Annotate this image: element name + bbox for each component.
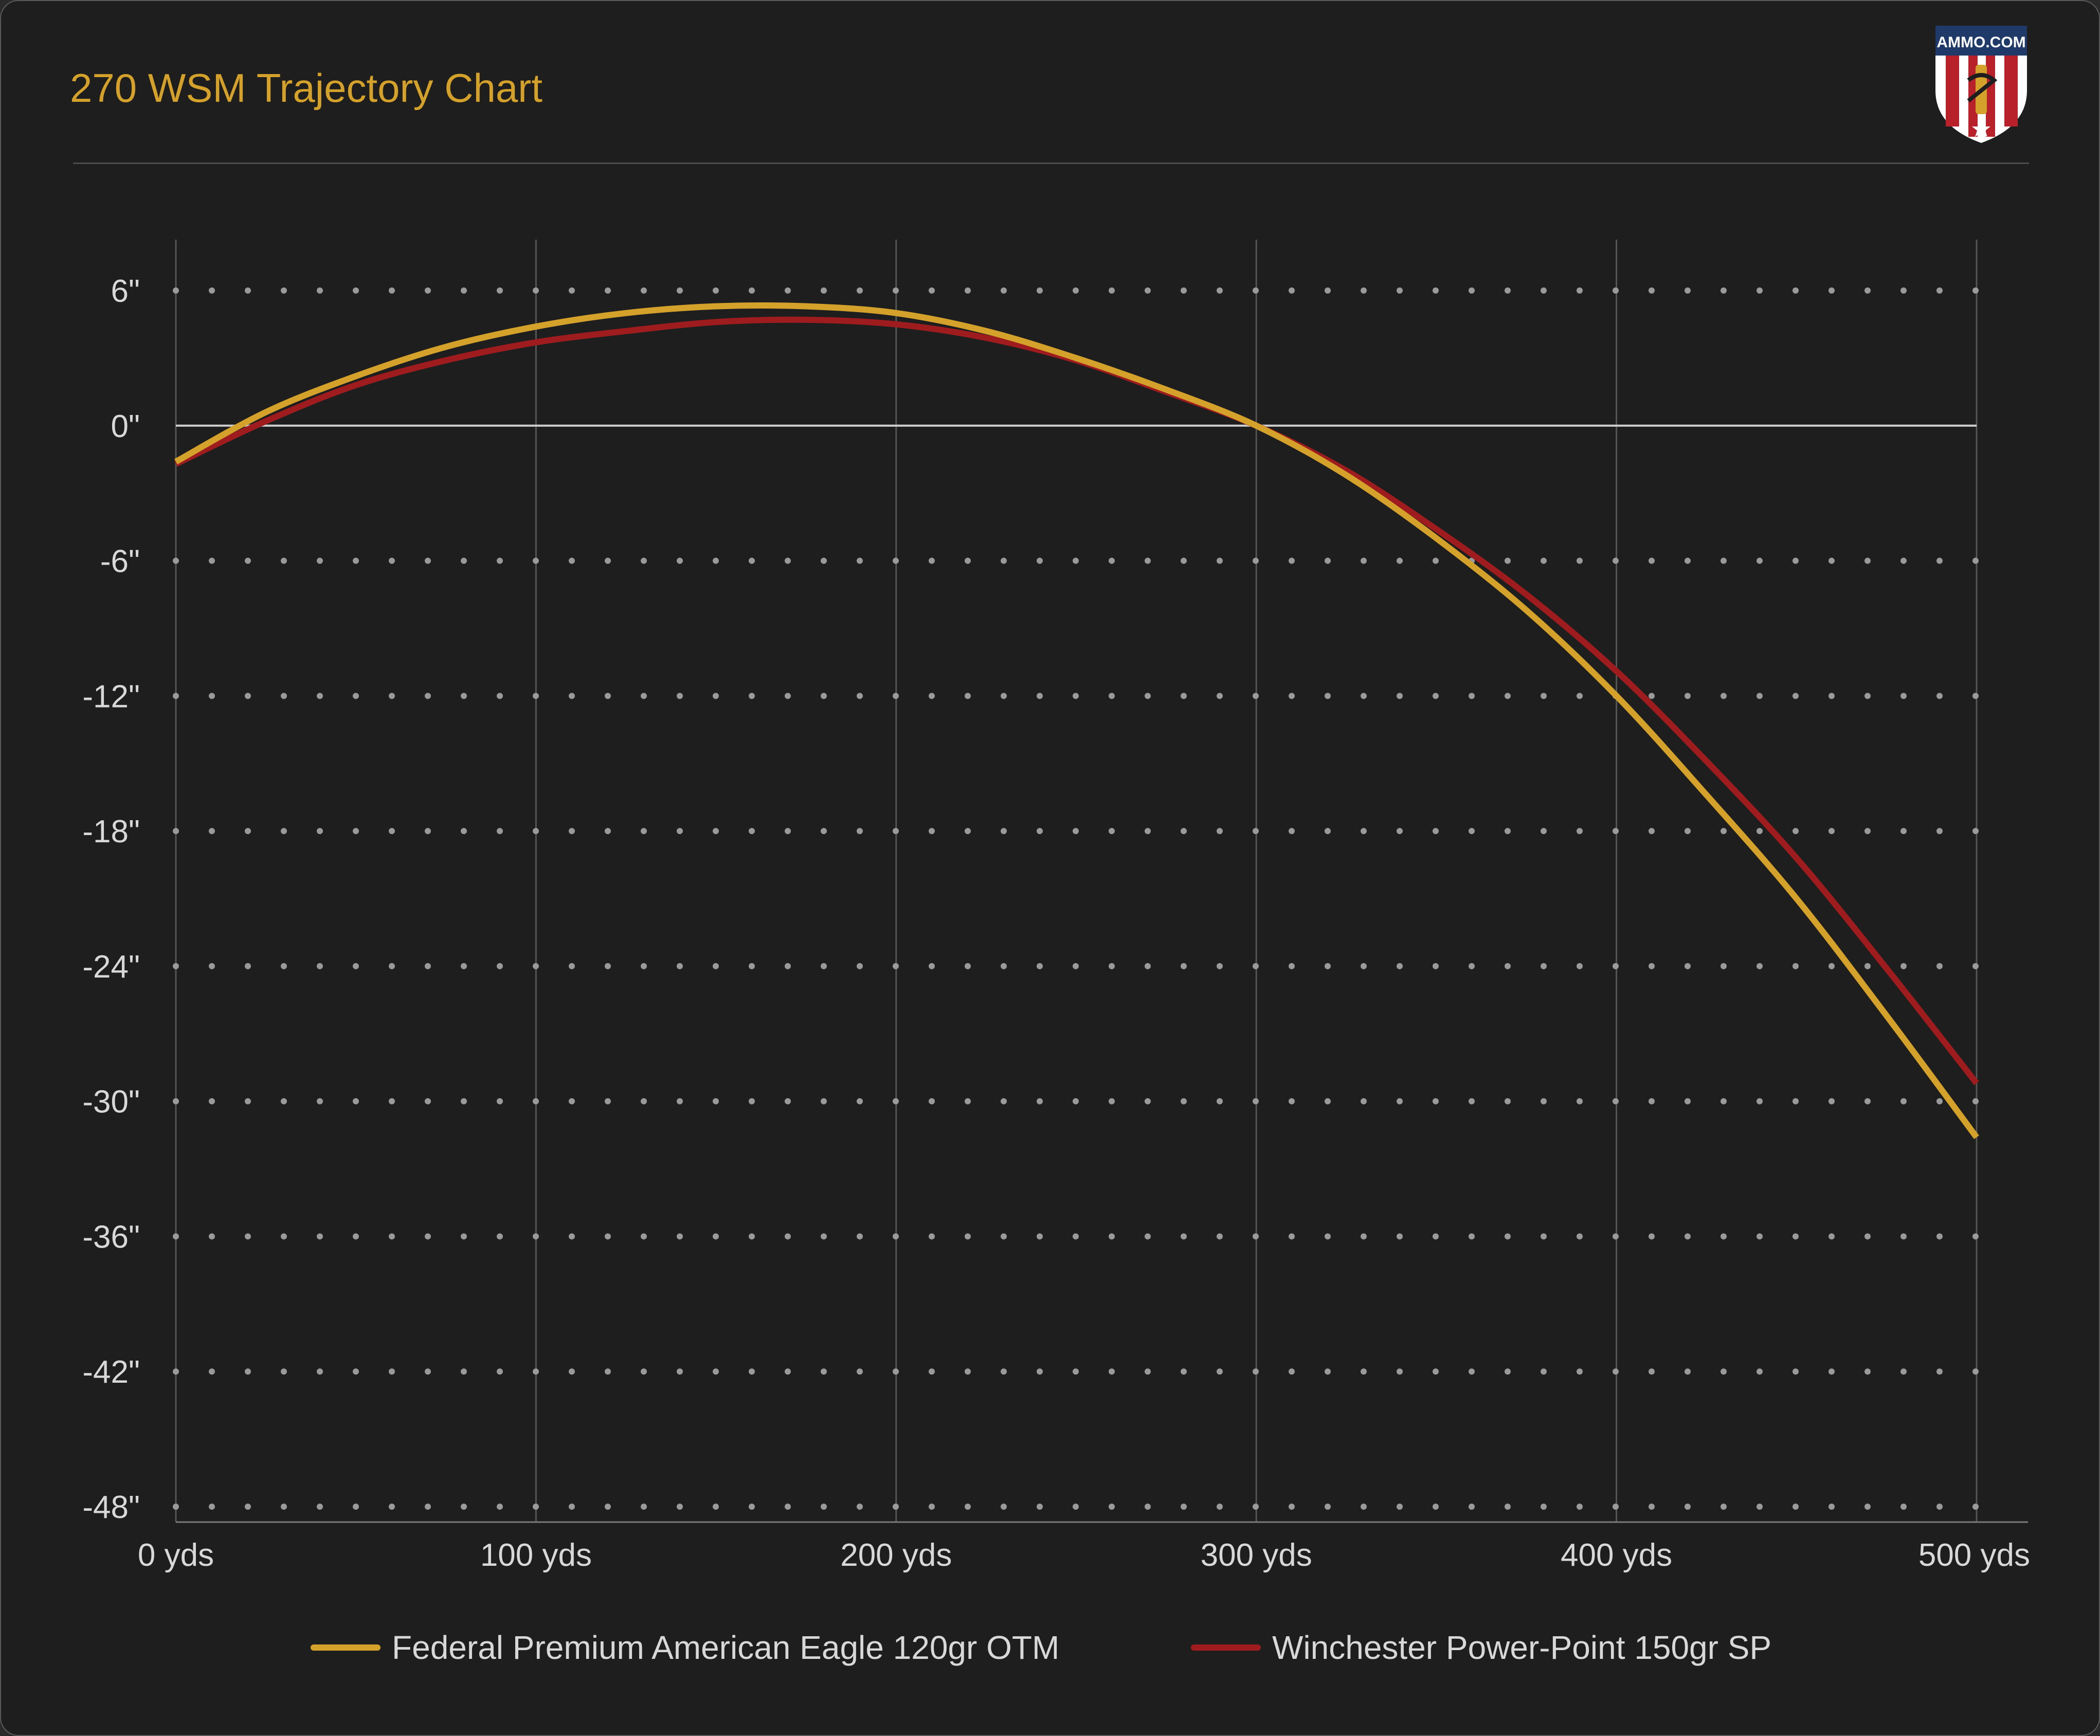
legend-item[interactable]: Winchester Power-Point 150gr SP [1191,1629,1771,1666]
y-tick-label: 6" [111,274,140,309]
ammo-com-logo: AMMO.COM [1935,26,2027,143]
legend-label: Winchester Power-Point 150gr SP [1272,1629,1771,1666]
y-tick-label: -6" [100,544,140,580]
y-tick-label: -48" [82,1490,140,1525]
x-tick-label: 200 yds [840,1538,952,1573]
legend-item[interactable]: Federal Premium American Eagle 120gr OTM [311,1629,1059,1666]
y-tick-label: -24" [82,949,140,985]
header-divider [73,162,2029,164]
y-tick-label: -18" [82,814,140,849]
legend-label: Federal Premium American Eagle 120gr OTM [392,1629,1059,1666]
series-line-0 [174,302,1979,1140]
chart-title: 270 WSM Trajectory Chart [70,65,542,111]
x-tick-label: 100 yds [480,1538,592,1573]
x-tick-label: 400 yds [1561,1538,1672,1573]
y-tick-label: -36" [82,1219,140,1255]
y-tick-label: -12" [82,679,140,714]
x-tick-label: 300 yds [1201,1538,1312,1573]
y-tick-label: 0" [111,409,140,444]
x-tick-label: 500 yds [1918,1538,2030,1573]
y-tick-label: -30" [82,1084,140,1120]
x-tick-label: 0 yds [138,1538,214,1573]
y-tick-label: -42" [82,1354,140,1390]
logo-text: AMMO.COM [1936,34,2025,51]
